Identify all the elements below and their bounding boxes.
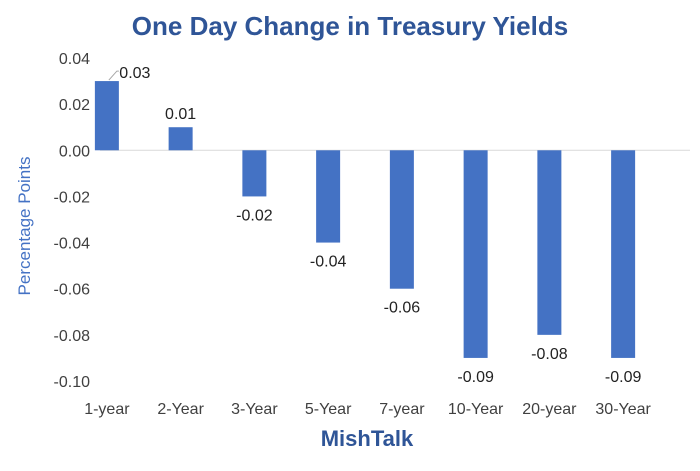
y-tick-label: -0.06 [54, 282, 91, 299]
data-label: -0.08 [531, 346, 568, 363]
bar [94, 81, 119, 151]
data-label: -0.09 [605, 369, 642, 386]
y-axis-label: Percentage Points [15, 157, 34, 296]
x-tick-label: 30-Year [595, 401, 651, 418]
bar [389, 150, 414, 289]
x-tick-label: 2-Year [157, 401, 204, 418]
y-tick-label: -0.02 [54, 189, 91, 206]
x-axis-label: MishTalk [321, 426, 414, 451]
y-tick-label: -0.10 [54, 374, 91, 391]
bar [168, 127, 193, 151]
bar [611, 150, 636, 358]
data-label: -0.06 [384, 300, 421, 317]
data-label: 0.03 [119, 65, 150, 82]
bar [463, 150, 488, 358]
x-tick-label: 3-Year [231, 401, 278, 418]
x-tick-label: 7-year [379, 401, 425, 418]
chart-title: One Day Change in Treasury Yields [132, 11, 568, 41]
data-label: -0.02 [236, 207, 273, 224]
x-tick-label: 1-year [84, 401, 130, 418]
y-tick-label: -0.08 [54, 328, 91, 345]
y-tick-label: -0.04 [54, 236, 91, 253]
bar-series [94, 81, 636, 358]
y-tick-label: 0.04 [59, 51, 90, 68]
y-tick-label: 0.00 [59, 143, 90, 160]
y-tick-label: 0.02 [59, 97, 90, 114]
bar [242, 150, 267, 197]
leader-line [108, 70, 119, 81]
bar [537, 150, 562, 335]
data-label: -0.04 [310, 254, 347, 271]
x-axis-ticks: 1-year 2-Year 3-Year 5-Year 7-year 10-Year 20-… [84, 401, 651, 418]
x-tick-label: 5-Year [305, 401, 352, 418]
x-tick-label: 20-year [522, 401, 577, 418]
y-axis-ticks: 0.04 0.02 0.00 -0.02 -0.04 -0.06 -0.08 -0.10 [54, 51, 91, 391]
data-label: -0.09 [457, 369, 494, 386]
data-label: 0.01 [165, 106, 196, 123]
bar [316, 150, 341, 243]
data-labels: 0.03 0.01 -0.02 -0.04 -0.06 -0.09 -0.08 -0.09 [108, 65, 642, 386]
x-tick-label: 10-Year [448, 401, 504, 418]
